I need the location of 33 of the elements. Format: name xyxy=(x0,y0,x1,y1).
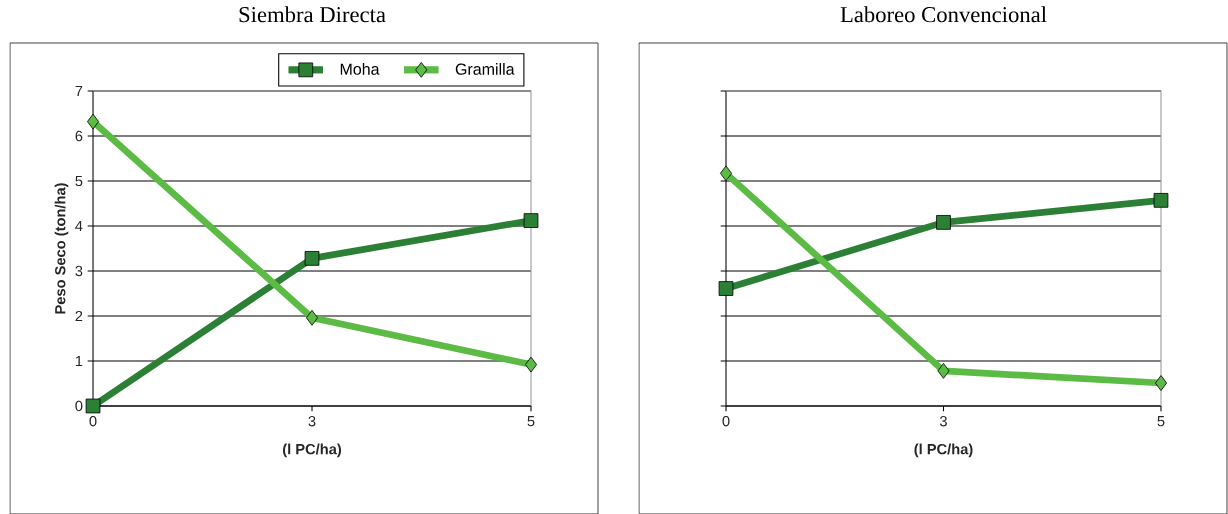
x-tick-label: 0 xyxy=(89,416,97,427)
y-tick-label: 1 xyxy=(75,355,83,367)
y-tick-label: 7 xyxy=(75,85,83,97)
y-tick-label: 2 xyxy=(75,310,83,322)
point xyxy=(306,309,319,326)
point xyxy=(87,113,100,130)
point xyxy=(304,251,320,266)
y-axis-title: Peso Seco (ton/ha) xyxy=(54,183,69,314)
point xyxy=(720,165,732,182)
point xyxy=(523,213,539,228)
y-tick-label: 5 xyxy=(75,175,83,187)
x-tick-label: 0 xyxy=(722,416,730,427)
chart-title: Siembra Directa xyxy=(239,6,386,23)
y-tick-label: 0 xyxy=(75,400,83,412)
x-tick-label: 5 xyxy=(527,416,535,427)
point xyxy=(1153,193,1169,208)
point xyxy=(85,398,101,414)
legend-label: Gramilla xyxy=(455,63,515,75)
x-tick-label: 5 xyxy=(1157,416,1165,427)
point xyxy=(525,356,538,373)
chart-title: Laboreo Convencional xyxy=(840,6,1047,23)
x-tick-label: 3 xyxy=(939,416,947,427)
point xyxy=(937,363,950,379)
y-tick-label: 4 xyxy=(75,220,83,232)
legend-label: Moha xyxy=(340,63,380,75)
point xyxy=(936,215,951,230)
y-tick-label: 3 xyxy=(75,265,83,277)
x-tick-label: 3 xyxy=(308,416,316,427)
x-axis-title: (l PC/ha) xyxy=(283,443,342,458)
x-axis-title: (l PC/ha) xyxy=(914,443,973,458)
y-tick-label: 6 xyxy=(75,130,83,142)
point xyxy=(718,281,734,296)
point xyxy=(1154,375,1167,391)
